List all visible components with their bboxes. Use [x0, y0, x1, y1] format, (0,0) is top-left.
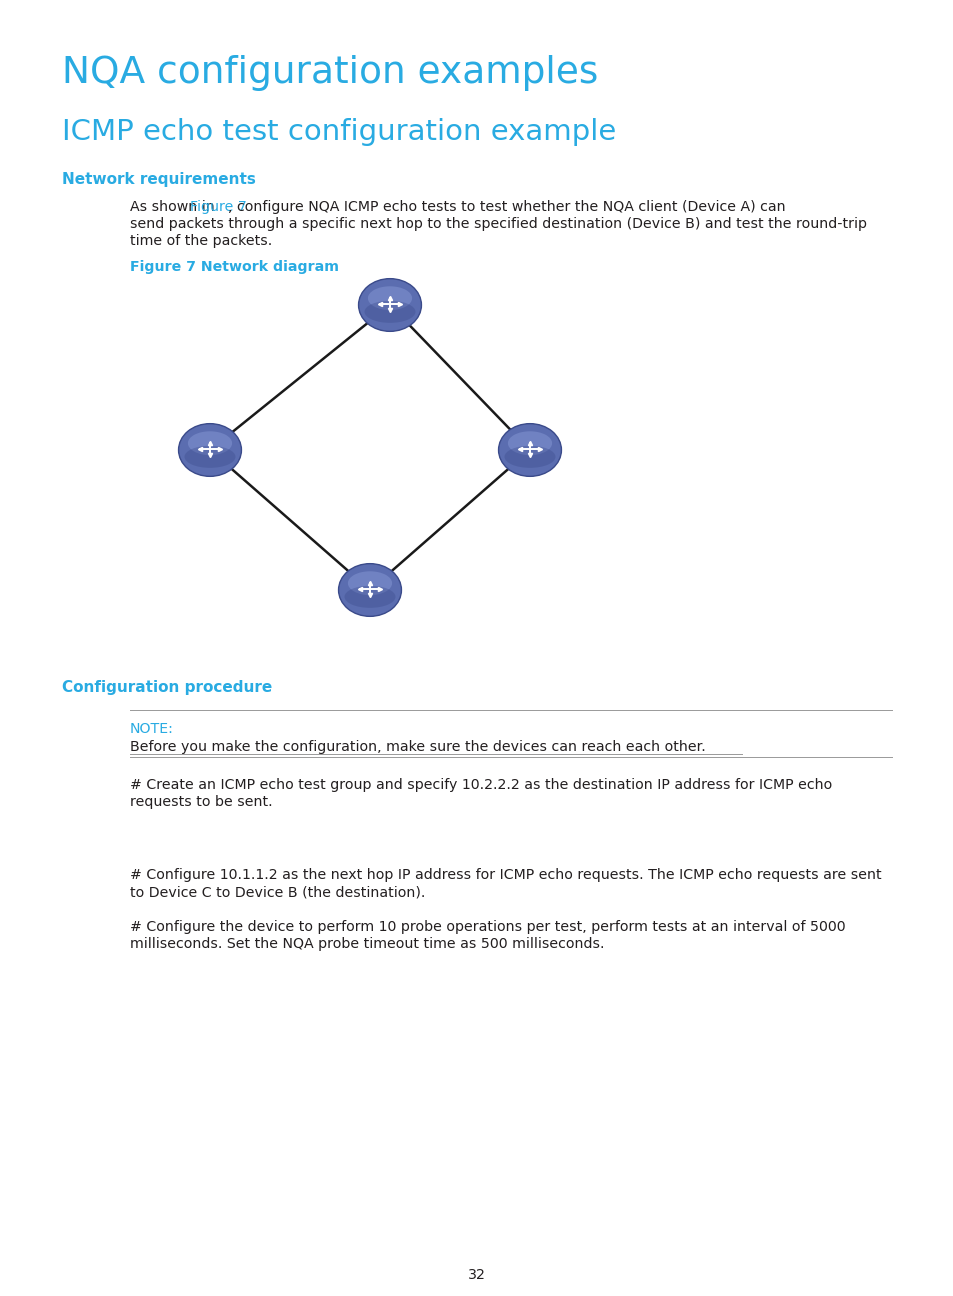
Ellipse shape — [188, 432, 232, 455]
Ellipse shape — [498, 424, 561, 477]
Text: As shown in: As shown in — [130, 200, 219, 214]
Text: to Device C to Device B (the destination).: to Device C to Device B (the destination… — [130, 885, 425, 899]
Ellipse shape — [338, 564, 401, 617]
Ellipse shape — [344, 586, 395, 608]
Text: requests to be sent.: requests to be sent. — [130, 794, 273, 809]
Text: NQA configuration examples: NQA configuration examples — [62, 54, 598, 91]
Ellipse shape — [184, 446, 235, 468]
Text: ICMP echo test configuration example: ICMP echo test configuration example — [62, 118, 616, 146]
Ellipse shape — [178, 424, 241, 477]
Text: Figure 7: Figure 7 — [190, 200, 247, 214]
Ellipse shape — [507, 432, 552, 455]
Text: # Configure 10.1.1.2 as the next hop IP address for ICMP echo requests. The ICMP: # Configure 10.1.1.2 as the next hop IP … — [130, 868, 881, 883]
Text: Configuration procedure: Configuration procedure — [62, 680, 272, 695]
Text: Figure 7 Network diagram: Figure 7 Network diagram — [130, 260, 338, 273]
Text: 32: 32 — [468, 1267, 485, 1282]
Text: NOTE:: NOTE: — [130, 722, 173, 736]
Text: Before you make the configuration, make sure the devices can reach each other.: Before you make the configuration, make … — [130, 740, 705, 754]
Text: # Configure the device to perform 10 probe operations per test, perform tests at: # Configure the device to perform 10 pro… — [130, 920, 844, 934]
Text: milliseconds. Set the NQA probe timeout time as 500 milliseconds.: milliseconds. Set the NQA probe timeout … — [130, 937, 604, 951]
Text: Network requirements: Network requirements — [62, 172, 255, 187]
Ellipse shape — [358, 279, 421, 332]
Text: # Create an ICMP echo test group and specify 10.2.2.2 as the destination IP addr: # Create an ICMP echo test group and spe… — [130, 778, 831, 792]
Ellipse shape — [348, 572, 392, 595]
Text: , configure NQA ICMP echo tests to test whether the NQA client (Device A) can: , configure NQA ICMP echo tests to test … — [228, 200, 785, 214]
Ellipse shape — [364, 301, 416, 323]
Text: time of the packets.: time of the packets. — [130, 235, 272, 248]
Ellipse shape — [368, 286, 412, 310]
Text: send packets through a specific next hop to the specified destination (Device B): send packets through a specific next hop… — [130, 216, 866, 231]
Ellipse shape — [504, 446, 555, 468]
